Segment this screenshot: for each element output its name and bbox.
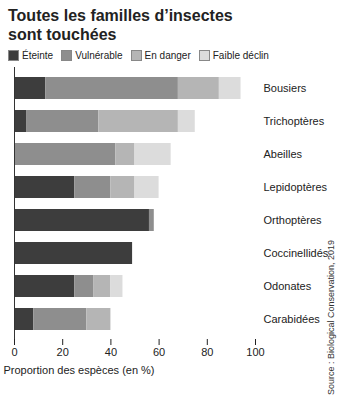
- html-text:Source : Biological Conservati: Source : Biological Conservation, 2019: [326, 239, 336, 395]
- svg-text:Odonates: Odonates: [264, 280, 312, 292]
- html-text:Toutes les familles d’insectes: Toutes les familles d’insectes sont touc…: [8, 7, 233, 43]
- svg-text:40: 40: [105, 346, 117, 358]
- svg-text:Abeilles: Abeilles: [264, 148, 303, 160]
- html-text:En danger: En danger: [144, 50, 191, 61]
- svg-text:Orthoptères: Orthoptères: [264, 214, 323, 226]
- svg-text:0: 0: [11, 346, 17, 358]
- svg-text:100: 100: [246, 346, 264, 358]
- html-text:Faible déclin: Faible déclin: [212, 50, 269, 61]
- html-text:Vulnérable: Vulnérable: [75, 50, 123, 61]
- svg-text:Lepidoptères: Lepidoptères: [264, 181, 328, 193]
- html-text:Éteinte: Éteinte: [22, 50, 54, 61]
- svg-text:Bousiers: Bousiers: [264, 82, 307, 94]
- svg-text:60: 60: [153, 346, 165, 358]
- svg-text:Carabidées: Carabidées: [264, 313, 321, 325]
- svg-text:Coccinellidés: Coccinellidés: [264, 247, 329, 259]
- svg-text:Trichoptères: Trichoptères: [264, 115, 325, 127]
- svg-text:Proportion des espèces (en %): Proportion des espèces (en %): [4, 364, 155, 376]
- svg-text:20: 20: [57, 346, 69, 358]
- svg-text:80: 80: [201, 346, 213, 358]
